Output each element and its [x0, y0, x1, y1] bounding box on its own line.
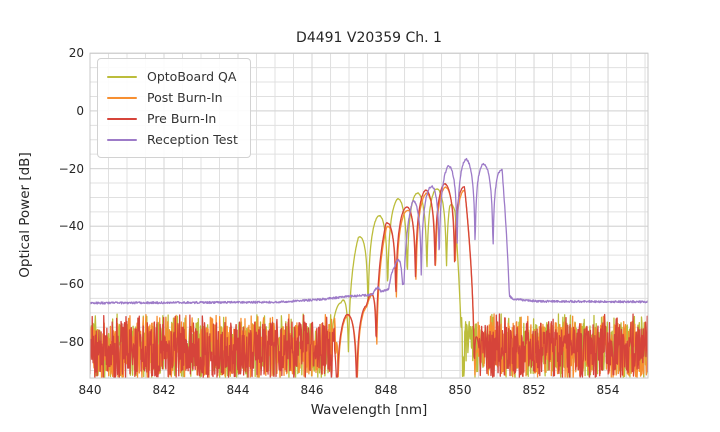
legend-line-swatch	[107, 96, 137, 99]
legend-item-pre-burn-in: Pre Burn-In	[107, 108, 238, 129]
y-tick-label: −80	[58, 334, 84, 349]
y-tick-label: −20	[58, 161, 84, 176]
legend-line-swatch	[107, 117, 137, 120]
legend-item-reception-test: Reception Test	[107, 129, 238, 150]
series-line-pre-burn-in	[90, 182, 648, 379]
x-tick-label: 850	[448, 383, 472, 397]
y-axis-label: Optical Power [dB]	[17, 152, 33, 278]
x-axis-label: Wavelength [nm]	[310, 402, 428, 418]
series-line-reception-test	[90, 157, 648, 305]
y-tick-label: −60	[58, 277, 84, 291]
y-tick-label: 0	[76, 103, 84, 118]
legend-line-swatch	[107, 138, 137, 141]
x-tick-label: 846	[300, 383, 324, 397]
x-tick-label: 844	[226, 383, 250, 397]
legend-label: OptoBoard QA	[147, 69, 237, 84]
x-tick-label: 848	[374, 383, 398, 397]
y-tick-label: −40	[58, 219, 84, 234]
x-tick-label: 842	[152, 383, 176, 397]
legend-label: Pre Burn-In	[147, 111, 217, 126]
chart-title: D4491 V20359 Ch. 1	[296, 30, 442, 46]
legend-line-swatch	[107, 75, 137, 78]
x-tick-label: 854	[596, 383, 620, 397]
x-tick-label: 840	[78, 383, 102, 397]
plot-border	[89, 52, 649, 379]
legend: OptoBoard QA Post Burn-In Pre Burn-In Recep…	[97, 58, 251, 158]
legend-label: Reception Test	[147, 132, 238, 147]
legend-item-optoboard-qa: OptoBoard QA	[107, 66, 238, 87]
legend-item-post-burn-in: Post Burn-In	[107, 87, 238, 108]
y-tick-label: 20	[68, 46, 84, 61]
series-group	[90, 157, 648, 379]
x-tick-label: 852	[522, 383, 546, 397]
legend-label: Post Burn-In	[147, 90, 223, 105]
